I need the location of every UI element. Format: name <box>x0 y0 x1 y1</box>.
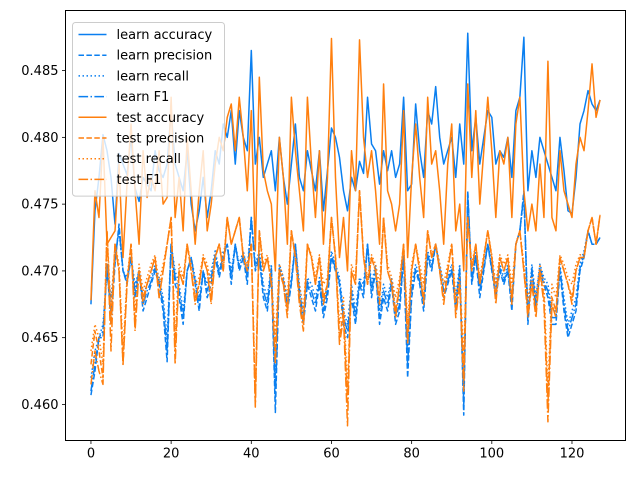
legend-box <box>72 22 225 197</box>
legend-label-test-precision: test precision <box>117 132 205 147</box>
y-tick-label: 0.460 <box>21 398 58 413</box>
legend-label-learn-accuracy: learn accuracy <box>117 28 213 43</box>
x-tick-label: 120 <box>560 447 585 462</box>
x-tick-label: 60 <box>323 447 340 462</box>
series-line-test-accuracy <box>90 37 601 301</box>
legend: learn accuracy learn precision learn recal… <box>72 22 225 197</box>
plot-frame <box>65 10 626 441</box>
y-tick-label: 0.470 <box>21 264 58 279</box>
legend-label-learn-f1: learn F1 <box>117 90 170 105</box>
x-tick-label: 100 <box>479 447 504 462</box>
legend-label-test-accuracy: test accuracy <box>117 111 205 126</box>
y-tick-label: 0.480 <box>21 131 58 146</box>
y-tick-label: 0.475 <box>21 198 58 213</box>
x-tick-label: 80 <box>403 447 420 462</box>
legend-label-learn-precision: learn precision <box>117 49 213 64</box>
y-tick-label: 0.485 <box>21 64 58 79</box>
legend-label-test-recall: test recall <box>117 152 182 167</box>
legend-label-test-f1: test F1 <box>117 173 162 188</box>
series-line-learn-precision <box>90 190 601 416</box>
x-tick-label: 20 <box>163 447 180 462</box>
axes-layer: 0 20 40 60 80 100 120 0.460 0.465 0.470 0.475 0.480… <box>21 64 584 461</box>
x-tick-label: 40 <box>243 447 260 462</box>
x-tick-label: 0 <box>87 447 95 462</box>
y-tick-label: 0.465 <box>21 331 58 346</box>
series-line-test-recall <box>90 190 601 392</box>
legend-label-learn-recall: learn recall <box>117 69 189 84</box>
